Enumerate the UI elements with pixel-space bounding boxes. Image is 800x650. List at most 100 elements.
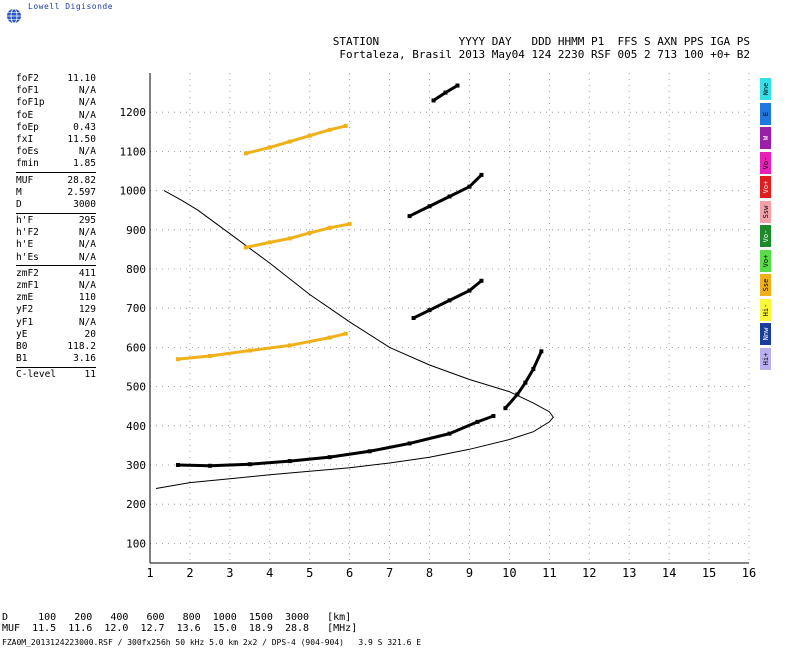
param-label: yE bbox=[16, 328, 28, 340]
legend-label: Vo+ bbox=[761, 254, 770, 267]
param-row: M 2.597 bbox=[16, 187, 96, 199]
legend-swatch: Hi- bbox=[760, 298, 771, 321]
station-header-labels: STATION YYYY DAY DDD HHMM P1 FFS S AXN P… bbox=[332, 35, 750, 48]
echo-trace-segment bbox=[448, 420, 479, 436]
echo-trace-segment bbox=[428, 195, 451, 208]
x-tick-label: 13 bbox=[622, 566, 636, 580]
param-row: foF2 11.10 bbox=[16, 73, 96, 85]
y-tick-label: 200 bbox=[126, 498, 146, 511]
echo-trace-segment bbox=[289, 231, 311, 240]
echo-trace-segment bbox=[289, 134, 311, 144]
param-label: D bbox=[16, 198, 22, 210]
y-tick-label: 100 bbox=[126, 537, 146, 550]
x-tick-label: 3 bbox=[226, 566, 233, 580]
scaled-parameters-panel: foF2 11.10 foF1 N/A foF1p N/A foE N/A foEp 0.43 fx… bbox=[16, 73, 96, 382]
param-value: N/A bbox=[78, 280, 96, 291]
distance-row: D 100 200 400 600 800 1000 1500 3000 [km… bbox=[2, 612, 352, 623]
y-tick-label: 600 bbox=[126, 341, 146, 354]
param-row: foEs N/A bbox=[16, 146, 96, 158]
legend-swatch: Hi+ bbox=[760, 347, 771, 370]
echo-point bbox=[479, 278, 484, 283]
legend-swatch: Ssw bbox=[760, 200, 771, 223]
x-tick-label: 9 bbox=[466, 566, 473, 580]
legend-swatch: W bbox=[760, 127, 771, 149]
param-separator bbox=[16, 172, 96, 173]
y-tick-label: 1200 bbox=[120, 106, 147, 119]
x-tick-label: 5 bbox=[306, 566, 313, 580]
echo-trace-segment bbox=[245, 240, 271, 249]
echo-trace-segment bbox=[289, 455, 330, 463]
x-tick-label: 11 bbox=[542, 566, 556, 580]
param-label: zmF1 bbox=[16, 280, 39, 291]
legend-label: Sse bbox=[761, 278, 770, 292]
legend-swatch: Nne bbox=[760, 78, 771, 100]
echo-trace-segment bbox=[409, 432, 450, 445]
param-row: foF1p N/A bbox=[16, 97, 96, 109]
legend-label: Ssw bbox=[761, 205, 770, 218]
param-value: N/A bbox=[78, 109, 96, 121]
echo-point bbox=[343, 123, 348, 128]
param-row: yF2 129 bbox=[16, 304, 96, 316]
echo-trace-segment bbox=[177, 463, 210, 468]
legend-label: Nnw bbox=[761, 327, 770, 341]
echo-point bbox=[347, 221, 352, 226]
legend-swatch: Vo+ bbox=[760, 176, 771, 198]
param-row: B0 118.2 bbox=[16, 341, 96, 353]
legend-swatch: Sse bbox=[760, 274, 771, 296]
echo-trace-segment bbox=[476, 414, 494, 424]
param-label: M bbox=[16, 186, 22, 198]
param-row: h'F 295 bbox=[16, 215, 96, 227]
y-tick-label: 300 bbox=[126, 459, 146, 472]
param-label: h'F bbox=[16, 215, 34, 227]
param-row: C-level 11 bbox=[16, 369, 96, 381]
param-value: 1.85 bbox=[73, 158, 96, 170]
x-tick-label: 12 bbox=[582, 566, 596, 580]
brand-name: Lowell Digisonde bbox=[28, 2, 114, 11]
param-label: foEs bbox=[16, 146, 39, 158]
param-value: 11.10 bbox=[67, 73, 96, 84]
echo-trace-segment bbox=[309, 128, 331, 138]
param-value: 28.82 bbox=[67, 174, 96, 186]
param-row: D 3000 bbox=[16, 199, 96, 211]
echo-trace-segment bbox=[329, 449, 370, 459]
param-row: zmF2 411 bbox=[16, 268, 96, 280]
param-label: foEp bbox=[16, 121, 39, 133]
param-value: N/A bbox=[78, 239, 96, 251]
legend-swatch: Vo- bbox=[760, 151, 771, 174]
echo-trace-segment bbox=[309, 226, 331, 235]
param-label: foF1p bbox=[16, 97, 45, 109]
param-label: C-level bbox=[16, 369, 57, 381]
echo-trace-segment bbox=[448, 185, 471, 198]
param-row: zmF1 N/A bbox=[16, 280, 96, 292]
param-label: B0 bbox=[16, 340, 28, 352]
legend-swatch: Vo- bbox=[760, 225, 771, 247]
echo-point bbox=[343, 331, 348, 336]
param-row: yF1 N/A bbox=[16, 317, 96, 329]
param-value: 110 bbox=[78, 292, 96, 304]
echo-trace-segment bbox=[209, 349, 251, 358]
param-value: 411 bbox=[78, 267, 96, 279]
echo-trace-segment bbox=[428, 299, 451, 312]
param-value: 295 bbox=[78, 215, 96, 227]
param-label: h'Es bbox=[16, 251, 39, 263]
polarization-legend: Nne E W Vo- Vo+ Ssw Vo- Vo+ Sse Hi- Nnw Hi+ bbox=[760, 78, 772, 372]
file-info-footer: FZA0M_2013124223000.RSF / 300fx256h 50 k… bbox=[2, 638, 422, 647]
param-row: MUF 28.82 bbox=[16, 175, 96, 187]
echo-trace-segment bbox=[329, 332, 347, 340]
param-value: N/A bbox=[78, 85, 96, 97]
param-value: N/A bbox=[78, 316, 96, 328]
legend-swatch: Nnw bbox=[760, 323, 771, 345]
param-label: h'F2 bbox=[16, 227, 39, 239]
param-separator bbox=[16, 265, 96, 267]
echo-trace-segment bbox=[408, 204, 431, 218]
param-label: yF2 bbox=[16, 304, 34, 316]
param-row: fmin 1.85 bbox=[16, 158, 96, 170]
param-label: B1 bbox=[16, 353, 28, 365]
param-value: 11.50 bbox=[67, 133, 96, 145]
param-row: yE 20 bbox=[16, 329, 96, 341]
x-tick-label: 8 bbox=[426, 566, 433, 580]
param-value: 3.16 bbox=[73, 353, 96, 365]
echo-trace-segment bbox=[245, 146, 271, 155]
param-label: fmin bbox=[16, 158, 39, 170]
legend-label: W bbox=[761, 135, 770, 141]
